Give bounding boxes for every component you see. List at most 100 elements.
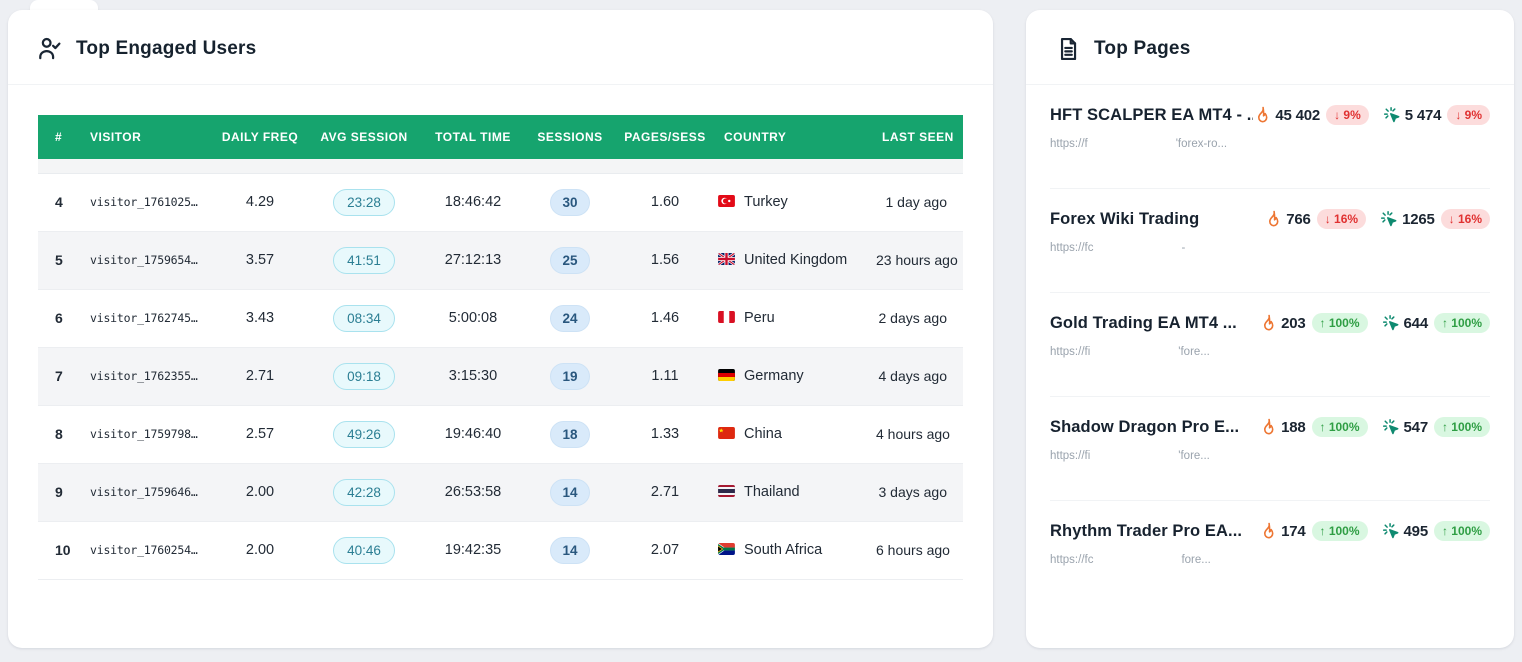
visitor-id-cell: visitor_1759654… — [82, 231, 210, 290]
page-url: https://fc - — [1050, 242, 1490, 254]
views-metric: 203 ↑ 100% — [1259, 313, 1368, 333]
daily-freq-cell: 3.43 — [210, 289, 310, 348]
country-flag-icon — [718, 543, 735, 555]
last-seen-cell: 23 hours ago — [876, 231, 963, 290]
document-icon — [1054, 35, 1081, 62]
col-header-rank: # — [38, 115, 82, 159]
url-suffix: 'fore... — [1178, 450, 1210, 462]
page-title-link[interactable]: Shadow Dragon Pro E... — [1050, 417, 1240, 436]
url-prefix: https://fc — [1050, 242, 1094, 254]
page-title-link[interactable]: Gold Trading EA MT4 ... — [1050, 313, 1237, 332]
url-suffix: 'fore... — [1178, 346, 1210, 358]
sessions-pill: 30 — [550, 188, 590, 216]
url-suffix: 'forex-ro... — [1175, 138, 1228, 150]
views-change-badge: ↓ 9% — [1326, 105, 1369, 125]
top-page-item: Gold Trading EA MT4 ... 203 ↑ 100% 6 — [1050, 293, 1490, 397]
rank-cell: 9 — [38, 463, 82, 522]
page-title-link[interactable]: HFT SCALPER EA MT4 - ... — [1050, 105, 1254, 124]
url-prefix: https://fi — [1050, 346, 1091, 358]
url-prefix: https://fc — [1050, 554, 1094, 566]
clicks-count: 644 — [1403, 314, 1429, 332]
clicks-change-badge: ↑ 100% — [1433, 313, 1490, 333]
daily-freq-cell: 2.00 — [210, 521, 310, 580]
last-seen-cell: 2 days ago — [876, 289, 963, 348]
top-page-item: Rhythm Trader Pro EA... 174 ↑ 100% 4 — [1050, 501, 1490, 605]
table-row: 6 visitor_1762745… 3.43 08:34 5:00:08 24… — [38, 289, 963, 348]
avg-session-pill: 42:28 — [333, 478, 395, 506]
views-count: 188 — [1281, 418, 1306, 436]
col-header-daily-freq: DAILY FREQ — [210, 115, 310, 159]
flame-icon — [1253, 106, 1272, 125]
clicks-count: 1265 — [1402, 210, 1435, 228]
cursor-click-icon — [1382, 314, 1401, 333]
sessions-cell: 19 — [528, 347, 612, 406]
sessions-pill: 14 — [550, 536, 590, 564]
daily-freq-cell: 2.00 — [210, 463, 310, 522]
country-name: South Africa — [744, 542, 823, 558]
sessions-pill: 18 — [550, 420, 590, 448]
engaged-card-header: Top Engaged Users — [8, 10, 993, 85]
daily-freq-cell: 2.57 — [210, 405, 310, 464]
country-flag-icon — [718, 195, 735, 207]
rank-cell: 5 — [38, 231, 82, 290]
table-row: 9 visitor_1759646… 2.00 42:28 26:53:58 1… — [38, 463, 963, 522]
table-row: 4 visitor_1761025… 4.29 23:28 18:46:42 3… — [38, 173, 963, 232]
visitor-id-cell: visitor_1760254… — [82, 521, 210, 580]
table-row: 7 visitor_1762355… 2.71 09:18 3:15:30 19… — [38, 347, 963, 406]
avg-session-pill: 23:28 — [333, 188, 395, 216]
col-header-country: COUNTRY — [718, 115, 876, 159]
pages-card-title: Top Pages — [1094, 37, 1191, 59]
last-seen-cell: 4 hours ago — [876, 405, 963, 464]
views-change-badge: ↑ 100% — [1311, 313, 1368, 333]
top-page-item: HFT SCALPER EA MT4 - ... 45 402 ↓ 9% — [1050, 85, 1490, 189]
country-cell: Peru — [718, 289, 876, 348]
country-flag-icon — [718, 311, 735, 323]
sessions-cell: 24 — [528, 289, 612, 348]
cursor-click-icon — [1382, 522, 1401, 541]
avg-session-pill: 40:46 — [333, 536, 395, 564]
avg-session-pill: 09:18 — [333, 362, 395, 390]
daily-freq-cell: 2.71 — [210, 347, 310, 406]
visitor-id-cell: visitor_1761025… — [82, 173, 210, 232]
last-seen-cell: 1 day ago — [876, 173, 963, 232]
engaged-card-title: Top Engaged Users — [76, 37, 257, 59]
sessions-cell: 18 — [528, 405, 612, 464]
pages-card-header: Top Pages — [1026, 10, 1514, 85]
page-title-link[interactable]: Forex Wiki Trading — [1050, 209, 1200, 228]
views-count: 766 — [1286, 210, 1311, 228]
daily-freq-cell: 4.29 — [210, 173, 310, 232]
country-name: Thailand — [744, 484, 800, 500]
country-cell: United Kingdom — [718, 231, 876, 290]
views-count: 45 402 — [1275, 106, 1321, 124]
clicks-change-badge: ↓ 9% — [1447, 105, 1490, 125]
engaged-users-table: # VISITOR DAILY FREQ AVG SESSION TOTAL T… — [38, 115, 963, 580]
col-header-avg-session: AVG SESSION — [310, 115, 418, 159]
engaged-table-scroll-area[interactable]: # VISITOR DAILY FREQ AVG SESSION TOTAL T… — [38, 115, 963, 580]
clicks-metric: 644 ↑ 100% — [1382, 313, 1490, 333]
last-seen-cell: 4 days ago — [876, 347, 963, 406]
col-header-sessions: SESSIONS — [528, 115, 612, 159]
clicks-count: 5 474 — [1404, 106, 1442, 124]
avg-session-cell: 42:28 — [310, 463, 418, 522]
country-cell: Turkey — [718, 173, 876, 232]
views-count: 174 — [1281, 522, 1306, 540]
clicks-change-badge: ↑ 100% — [1433, 521, 1490, 541]
sessions-cell: 14 — [528, 521, 612, 580]
sessions-cell: 30 — [528, 173, 612, 232]
pages-per-sess-cell: 2.71 — [612, 463, 718, 522]
visitor-id-cell: visitor_1759798… — [82, 405, 210, 464]
clicks-metric: 547 ↑ 100% — [1382, 417, 1490, 437]
rank-cell: 7 — [38, 347, 82, 406]
views-metric: 188 ↑ 100% — [1259, 417, 1368, 437]
col-header-visitor: VISITOR — [82, 115, 210, 159]
total-time-cell: 19:42:35 — [418, 521, 528, 580]
page-title-link[interactable]: Rhythm Trader Pro EA... — [1050, 521, 1243, 540]
country-flag-icon — [718, 485, 735, 497]
country-flag-icon — [718, 253, 735, 265]
country-name: United Kingdom — [744, 252, 848, 268]
table-row: 10 visitor_1760254… 2.00 40:46 19:42:35 … — [38, 521, 963, 580]
sessions-pill: 24 — [550, 304, 590, 332]
top-engaged-users-card: Top Engaged Users # VISITOR DAILY FREQ A… — [8, 10, 993, 648]
visitor-id-cell: visitor_1762745… — [82, 289, 210, 348]
total-time-cell: 27:12:13 — [418, 231, 528, 290]
